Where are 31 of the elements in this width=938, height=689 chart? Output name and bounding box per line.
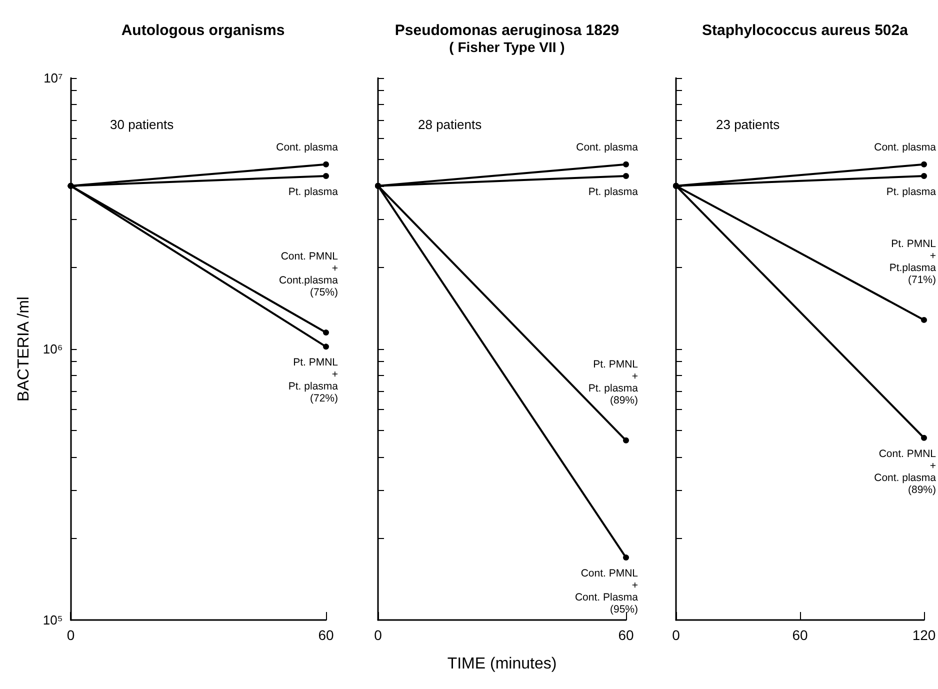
x-tick-label: 0 <box>672 627 680 643</box>
x-tick-label: 60 <box>792 627 808 643</box>
y-tick-label: 10⁷ <box>44 70 64 86</box>
x-tick-label: 0 <box>66 627 75 643</box>
annotation: 30 patients <box>110 117 174 132</box>
series-label: Cont. plasma <box>874 141 936 154</box>
series-label: Cont. plasma <box>276 141 338 154</box>
chart-title: Autologous organisms <box>121 22 285 39</box>
y-tick-label: 10⁵ <box>42 612 63 628</box>
series-label: Pt. PMNL + Pt. plasma (89%) <box>588 358 638 406</box>
series-label: Cont. plasma <box>576 141 638 154</box>
x-tick-label: 0 <box>374 627 382 643</box>
series-label: Pt. PMNL + Pt. plasma (72%) <box>288 356 338 405</box>
annotation: 23 patients <box>716 117 780 132</box>
series-label: Cont. PMNL + Cont. Plasma (95%) <box>574 568 638 616</box>
x-axis-title: TIME (minutes) <box>447 656 557 672</box>
x-tick-label: 60 <box>318 627 334 643</box>
chart-title: Staphylococcus aureus 502a <box>702 22 909 39</box>
y-tick-label: 10⁶ <box>42 342 63 356</box>
series-label: Pt. plasma <box>886 186 936 198</box>
y-axis-title: BACTERIA /ml <box>16 296 32 402</box>
chart-title: Pseudomonas aeruginosa 1829 <box>394 22 620 39</box>
x-tick-label: 120 <box>912 627 936 643</box>
annotation: 28 patients <box>418 117 482 132</box>
series-label: Pt. PMNL + Pt.plasma (71%) <box>889 238 936 286</box>
series-label: Cont. PMNL + Cont. plasma (89%) <box>874 448 936 496</box>
series-label: Cont. PMNL + Cont.plasma (75%) <box>279 250 338 299</box>
series-label: Pt. plasma <box>588 186 638 198</box>
chart-subtitle: ( Fisher Type VII ) <box>449 39 565 55</box>
x-tick-label: 60 <box>618 627 634 643</box>
series-label: Pt. plasma <box>288 186 338 198</box>
